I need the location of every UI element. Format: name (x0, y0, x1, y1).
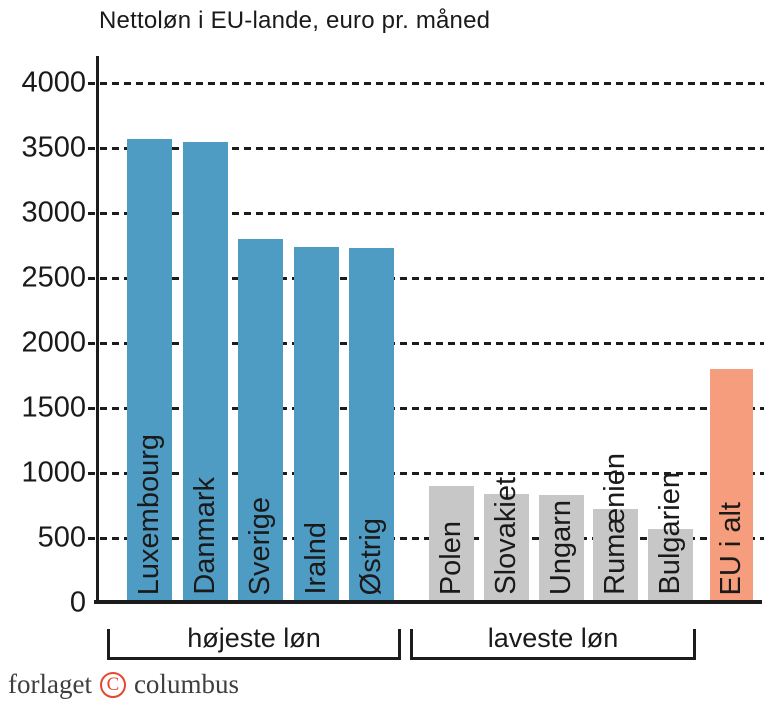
y-tick-label-4000: 4000 (21, 66, 86, 99)
group-bracket-highest: højeste løn (107, 625, 401, 660)
bar-label-eu-i-alt: EU i alt (715, 501, 747, 595)
gridline-4000 (88, 81, 764, 85)
bar-label-wrap-eu-i-alt: EU i alt (710, 502, 753, 595)
gridline-500 (88, 536, 764, 540)
bar-label--strig: Østrig (355, 517, 387, 595)
bar-label-iralnd: Iralnd (299, 522, 332, 595)
gridline-3500 (88, 146, 764, 150)
bar-label-wrap-slovakiet: Slovakiet (484, 477, 529, 595)
bar--strig (349, 248, 394, 603)
bar-label-wrap-bulgarien: Bulgarien (648, 472, 693, 595)
chart-title: Nettoløn i EU-lande, euro pr. måned (99, 7, 491, 34)
bar-polen (429, 486, 474, 603)
bar-label-danmark: Danmark (188, 477, 221, 595)
bar-label-wrap-sverige: Sverige (238, 497, 283, 595)
bar-iralnd (293, 246, 339, 603)
y-tick-label-500: 500 (37, 521, 86, 554)
bar-sverige (238, 239, 283, 603)
gridline-1500 (88, 406, 764, 410)
bar-label-wrap-danmark: Danmark (183, 477, 228, 595)
bar-label-sverige: Sverige (244, 496, 276, 595)
y-tick-label-0: 0 (69, 586, 86, 619)
gridline-2500 (88, 276, 764, 280)
group-label-lowest: laveste løn (487, 623, 619, 653)
publisher-name-prefix: forlaget (8, 669, 92, 699)
gridline-1000 (88, 471, 764, 475)
bar-label-wrap-ungarn: Ungarn (539, 500, 584, 595)
bar-bulgarien (648, 528, 694, 603)
publisher-logo: forlaget C columbus (8, 669, 239, 700)
bar-label-rum-nien: Rumænien (599, 453, 632, 595)
bar-label-ungarn: Ungarn (544, 499, 577, 595)
bar-label-bulgarien: Bulgarien (654, 472, 687, 595)
bar-rum-nien (593, 509, 639, 603)
y-tick-label-3500: 3500 (21, 131, 86, 164)
bar-label-wrap-rum-nien: Rumænien (593, 453, 638, 595)
bar-danmark (182, 141, 228, 603)
gridline-2000 (88, 341, 764, 345)
bar-luxembourg (127, 138, 172, 603)
bar-label-slovakiet: Slovakiet (489, 477, 522, 595)
group-label-highest: højeste løn (187, 623, 321, 653)
bar-label-wrap-polen: Polen (429, 521, 474, 595)
publisher-name-suffix: columbus (133, 669, 239, 699)
y-tick-label-2000: 2000 (21, 326, 86, 359)
bar-label-polen: Polen (435, 520, 467, 595)
copyright-icon: C (99, 671, 126, 698)
bar-slovakiet (483, 493, 529, 603)
group-bracket-lowest: laveste løn (410, 625, 696, 660)
bar-ungarn (538, 495, 584, 603)
bar-label-wrap--strig: Østrig (349, 518, 394, 595)
y-axis-line (96, 56, 99, 603)
y-tick-label-2500: 2500 (21, 261, 86, 294)
gridline-3000 (88, 211, 764, 215)
bar-label-luxembourg: Luxembourg (133, 433, 165, 595)
bar-label-wrap-iralnd: Iralnd (294, 522, 339, 595)
bar-eu-i-alt (710, 369, 753, 603)
bar-label-wrap-luxembourg: Luxembourg (127, 434, 172, 595)
y-tick-label-1000: 1000 (21, 456, 86, 489)
y-tick-label-3000: 3000 (21, 196, 86, 229)
y-tick-label-1500: 1500 (21, 391, 86, 424)
x-axis-line (94, 600, 762, 604)
